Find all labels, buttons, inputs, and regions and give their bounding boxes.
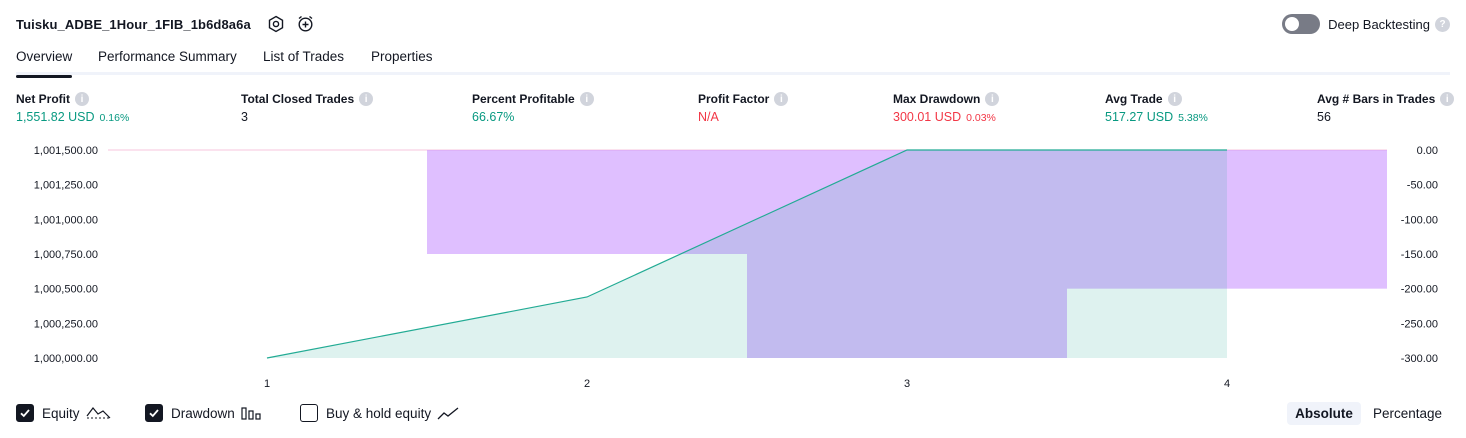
toggle-knob [1285, 17, 1300, 31]
info-icon[interactable]: i [75, 92, 89, 106]
equity-line [266, 149, 1227, 359]
drawdown-bar [427, 150, 747, 254]
drawdown-label: Drawdown [171, 405, 235, 421]
metric-max-drawdown: Max Drawdown i 300.01 USD 0.03% [893, 92, 1000, 124]
info-icon[interactable]: i [774, 92, 789, 106]
equity-toggle[interactable]: Equity [16, 404, 112, 422]
metrics-row: Net Profit i 1,551.82 USD 0.16% Total Clos… [16, 92, 1455, 132]
right-axis-tick-label: -100.00 [1401, 214, 1438, 226]
buy-hold-checkbox[interactable] [300, 404, 318, 422]
metric-percent: 0.03% [966, 112, 996, 124]
right-axis-tick-label: -200.00 [1401, 284, 1438, 296]
metric-percent: 5.38% [1178, 112, 1208, 124]
info-icon[interactable]: i [579, 92, 594, 106]
drawdown-bars-icon [241, 405, 263, 421]
left-axis-tick-label: 1,001,250.00 [34, 180, 98, 192]
info-icon[interactable]: i [1167, 92, 1182, 106]
right-axis-tick-label: -150.00 [1401, 249, 1438, 261]
left-axis-tick-label: 1,000,000.00 [34, 353, 98, 365]
x-axis-tick-label: 2 [584, 378, 590, 390]
metric-percent-profitable: Percent Profitable i 66.67% [472, 92, 594, 124]
metric-value: 517.27 USD [1105, 110, 1174, 124]
equity-drawdown-chart[interactable]: 1,001,500.00 1,001,250.00 1,001,000.00 1,00… [0, 140, 1466, 395]
tab-list-of-trades[interactable]: List of Trades [263, 49, 345, 64]
left-axis-tick-label: 1,000,500.00 [34, 284, 98, 296]
drawdown-bar [747, 150, 1067, 358]
chart-legend: Equity Drawdown Buy & hold equity Absolu… [16, 402, 1450, 426]
alarm-add-icon[interactable] [295, 13, 317, 35]
buy-hold-toggle[interactable]: Buy & hold equity [300, 404, 461, 422]
x-axis-tick-label: 3 [904, 378, 910, 390]
buy-hold-line-icon [437, 405, 461, 421]
right-axis-tick-label: -300.00 [1401, 353, 1438, 365]
info-icon[interactable]: i [1440, 92, 1455, 106]
metric-value: 56 [1317, 110, 1331, 124]
metric-title: Percent Profitable [472, 92, 575, 106]
metric-title: Total Closed Trades [241, 92, 355, 106]
metric-value: 66.67% [472, 110, 515, 124]
drawdown-layer [108, 149, 1387, 358]
x-axis-tick-label: 4 [1224, 378, 1230, 390]
percentage-button[interactable]: Percentage [1372, 406, 1442, 421]
right-axis-tick-label: -250.00 [1401, 318, 1438, 330]
tab-bar: Overview Performance Summary List of Tra… [16, 45, 1450, 78]
x-axis-tick-label: 1 [264, 378, 270, 390]
tab-performance-summary[interactable]: Performance Summary [98, 49, 237, 64]
right-axis-tick-label: -50.00 [1407, 180, 1438, 192]
strategy-name: Tuisku_ADBE_1Hour_1FIB_1b6d8a6a [16, 16, 251, 32]
gear-icon[interactable] [265, 13, 287, 35]
help-icon[interactable]: ? [1435, 16, 1450, 32]
info-icon[interactable]: i [985, 92, 1000, 106]
deep-backtesting: Deep Backtesting ? [1282, 12, 1450, 36]
tab-properties[interactable]: Properties [371, 49, 433, 64]
equity-label: Equity [42, 405, 80, 421]
metric-title: Profit Factor [698, 92, 770, 106]
drawdown-checkbox[interactable] [145, 404, 163, 422]
equity-checkbox[interactable] [16, 404, 34, 422]
equity-line-icon [86, 405, 112, 421]
metric-net-profit: Net Profit i 1,551.82 USD 0.16% [16, 92, 129, 124]
deep-backtesting-toggle[interactable] [1282, 14, 1321, 34]
metric-total-closed-trades: Total Closed Trades i 3 [241, 92, 374, 124]
metric-value: 3 [241, 110, 248, 124]
absolute-button[interactable]: Absolute [1287, 402, 1361, 425]
info-icon[interactable]: i [359, 92, 374, 106]
metric-percent: 0.16% [99, 112, 130, 124]
right-axis-tick-label: 0.00 [1417, 145, 1438, 157]
drawdown-bar [1067, 150, 1387, 289]
drawdown-toggle[interactable]: Drawdown [145, 404, 263, 422]
left-axis-tick-label: 1,001,500.00 [34, 145, 98, 157]
equity-area [267, 150, 1227, 358]
metric-title: Avg # Bars in Trades [1317, 92, 1436, 106]
metric-title: Net Profit [16, 92, 70, 106]
metric-avg-trade: Avg Trade i 517.27 USD 5.38% [1105, 92, 1208, 124]
metric-value: N/A [698, 110, 719, 124]
metric-avg-bars-in-trades: Avg # Bars in Trades i 56 [1317, 92, 1455, 124]
metric-value: 1,551.82 USD [16, 110, 95, 124]
metric-title: Avg Trade [1105, 92, 1163, 106]
metric-title: Max Drawdown [893, 92, 981, 106]
deep-backtesting-label: Deep Backtesting [1328, 16, 1430, 32]
left-axis-tick-label: 1,000,250.00 [34, 318, 98, 330]
left-axis-tick-label: 1,000,750.00 [34, 249, 98, 261]
strategy-header: Tuisku_ADBE_1Hour_1FIB_1b6d8a6a Deep Bac… [16, 12, 1450, 36]
tab-overview[interactable]: Overview [16, 49, 73, 78]
axis-layer: 1,001,500.00 1,001,250.00 1,001,000.00 1,00… [34, 145, 1438, 390]
metric-value: 300.01 USD [893, 110, 962, 124]
equity-layer [266, 149, 1228, 359]
metric-profit-factor: Profit Factor i N/A [698, 92, 789, 124]
view-mode-switch: Absolute Percentage [1283, 402, 1450, 425]
buy-hold-label: Buy & hold equity [326, 405, 432, 421]
left-axis-tick-label: 1,001,000.00 [34, 214, 98, 226]
